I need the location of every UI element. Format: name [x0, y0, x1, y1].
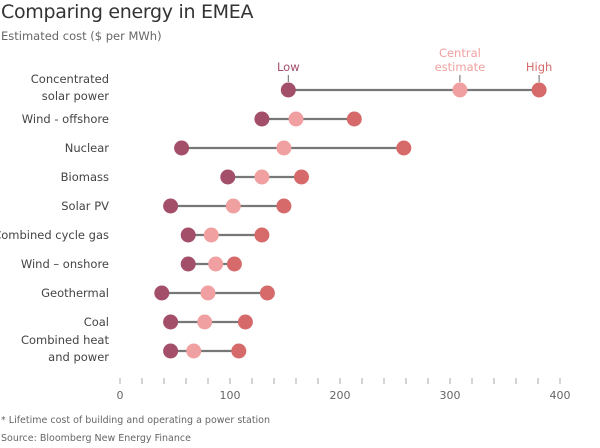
category-label: Coal — [84, 315, 109, 329]
source-note: Source: Bloomberg New Energy Finance — [1, 433, 191, 444]
low-dot — [163, 314, 179, 330]
central-dot — [452, 82, 468, 98]
high-dot — [254, 227, 270, 243]
high-dot — [231, 343, 247, 359]
x-tick-label: 100 — [220, 389, 241, 402]
central-dot — [254, 169, 270, 185]
x-tick-label: 400 — [550, 389, 571, 402]
category-label: Biomass — [61, 170, 109, 184]
category-label: Combined heat — [21, 333, 109, 347]
low-dot — [254, 111, 270, 127]
low-dot — [154, 285, 170, 301]
chart-subtitle: Estimated cost ($ per MWh) — [1, 29, 162, 43]
low-dot — [174, 140, 190, 156]
category-label: Wind – onshore — [21, 257, 109, 271]
legend-central-line2: estimate — [435, 60, 486, 74]
high-dot — [237, 314, 253, 330]
high-dot — [276, 198, 292, 214]
x-tick-label: 200 — [330, 389, 351, 402]
chart-title: Comparing energy in EMEA — [1, 1, 254, 23]
central-dot — [197, 314, 213, 330]
footnote: * Lifetime cost of building and operatin… — [1, 415, 271, 426]
high-dot — [259, 285, 275, 301]
category-label: solar power — [42, 89, 109, 103]
high-dot — [346, 111, 362, 127]
category-label: Nuclear — [65, 141, 110, 155]
category-label: Geothermal — [41, 286, 109, 300]
central-dot — [203, 227, 219, 243]
high-dot — [531, 82, 547, 98]
central-dot — [208, 256, 224, 272]
low-dot — [180, 256, 196, 272]
legend-high: High — [526, 60, 552, 74]
category-label: Wind - offshore — [22, 112, 109, 126]
central-dot — [200, 285, 216, 301]
low-dot — [180, 227, 196, 243]
x-tick-label: 300 — [440, 389, 461, 402]
category-label: Solar PV — [61, 199, 109, 213]
high-dot — [396, 140, 412, 156]
category-label: Combined cycle gas — [0, 228, 109, 242]
category-label: Concentrated — [31, 72, 109, 86]
legend-low: Low — [277, 60, 300, 74]
central-dot — [276, 140, 292, 156]
central-dot — [186, 343, 202, 359]
high-dot — [294, 169, 309, 185]
central-dot — [225, 198, 241, 214]
low-dot — [280, 82, 296, 98]
low-dot — [220, 169, 236, 185]
low-dot — [163, 198, 179, 214]
legend-central-line1: Central — [439, 46, 481, 60]
low-dot — [163, 343, 179, 359]
category-label: and power — [48, 350, 109, 364]
central-dot — [288, 111, 304, 127]
x-tick-label: 0 — [117, 389, 124, 402]
high-dot — [226, 256, 242, 272]
